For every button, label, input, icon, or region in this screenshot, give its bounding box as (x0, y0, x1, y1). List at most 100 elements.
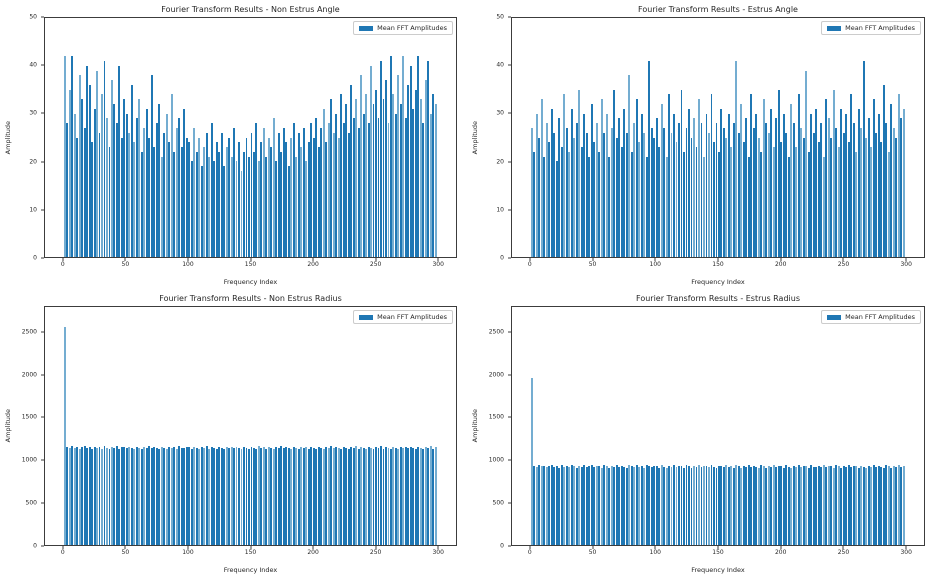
bar (812, 132, 815, 257)
bar (205, 446, 208, 545)
bar (855, 466, 858, 545)
bar (708, 132, 710, 257)
bar (213, 161, 216, 257)
bar (668, 94, 670, 257)
bar (842, 465, 845, 545)
x-tick-mark (250, 258, 251, 261)
bar (262, 447, 265, 545)
bar (558, 118, 561, 257)
bar (135, 446, 138, 545)
x-tick-label: 200 (774, 549, 787, 556)
bar (402, 56, 405, 257)
bar (832, 89, 835, 257)
bar (335, 113, 338, 257)
bar (790, 104, 793, 257)
y-tick-label: 1500 (21, 413, 37, 421)
bar (750, 467, 753, 545)
bar (590, 104, 593, 257)
bar (394, 448, 397, 545)
bar (392, 94, 395, 257)
bar (387, 447, 390, 545)
bar (265, 156, 268, 257)
bar (158, 449, 161, 545)
y-tick-mark (508, 112, 511, 114)
bar (118, 65, 121, 257)
x-tick-mark (250, 546, 251, 549)
legend-label: Mean FFT Amplitudes (377, 24, 447, 32)
bar (347, 448, 350, 545)
bar (837, 147, 840, 257)
bar (103, 446, 106, 545)
bar (188, 447, 191, 545)
bar (243, 151, 245, 257)
y-axis-ticks: 0 10 20 30 40 50 (467, 14, 511, 262)
y-tick-label: 2500 (21, 328, 37, 336)
bar (595, 465, 598, 545)
bar (623, 466, 626, 545)
bar (705, 113, 708, 257)
bar (825, 467, 828, 545)
y-tick-label: 40 (496, 61, 504, 69)
bar (260, 448, 263, 545)
bar (800, 467, 803, 545)
bar (424, 447, 427, 545)
bar (638, 466, 641, 545)
bar (553, 132, 556, 257)
x-tick-label: 150 (712, 549, 724, 556)
bar (693, 465, 695, 545)
y-tick-mark (508, 545, 511, 547)
plot-area: Mean FFT Amplitudes (511, 17, 925, 258)
bar (255, 448, 258, 545)
bar (138, 99, 141, 257)
y-tick-mark (508, 209, 511, 211)
bar (330, 446, 333, 545)
bar (317, 446, 320, 545)
y-tick-label: 20 (29, 158, 37, 166)
bar (742, 465, 745, 545)
bar (598, 466, 601, 545)
bar (163, 132, 166, 257)
bar (81, 99, 84, 257)
bar (66, 447, 69, 545)
bar (877, 466, 880, 545)
bar (148, 137, 151, 257)
bar (802, 137, 805, 257)
bar (852, 465, 855, 545)
x-tick-label: 50 (588, 549, 597, 556)
x-axis-label: Frequency Index (223, 566, 278, 574)
bar (195, 447, 198, 545)
bar (215, 448, 218, 545)
bar (695, 147, 698, 257)
bar (887, 466, 890, 545)
bar (345, 104, 348, 257)
bar (135, 118, 138, 257)
bar (710, 94, 713, 257)
bar (593, 466, 596, 545)
bar (605, 113, 608, 257)
bar (290, 137, 293, 257)
chart-title: Fourier Transform Results - Non Estrus R… (159, 294, 342, 303)
bar (775, 467, 778, 545)
bar (650, 127, 653, 257)
bar (267, 446, 270, 545)
bar (113, 104, 116, 257)
bar (93, 446, 96, 545)
bar (538, 137, 541, 257)
y-tick-mark (508, 16, 511, 18)
bar (875, 132, 878, 257)
bar (805, 466, 808, 545)
bar (83, 445, 86, 545)
bar (640, 465, 643, 545)
legend-label: Mean FFT Amplitudes (845, 24, 915, 32)
bar (565, 465, 568, 545)
bar (73, 447, 76, 545)
bar (870, 466, 873, 545)
bar (568, 467, 571, 545)
bar (688, 108, 690, 257)
bar (367, 123, 370, 257)
bar (380, 61, 382, 257)
bar (787, 156, 790, 257)
bar (648, 61, 651, 257)
bar (530, 378, 533, 545)
bar (163, 447, 166, 545)
